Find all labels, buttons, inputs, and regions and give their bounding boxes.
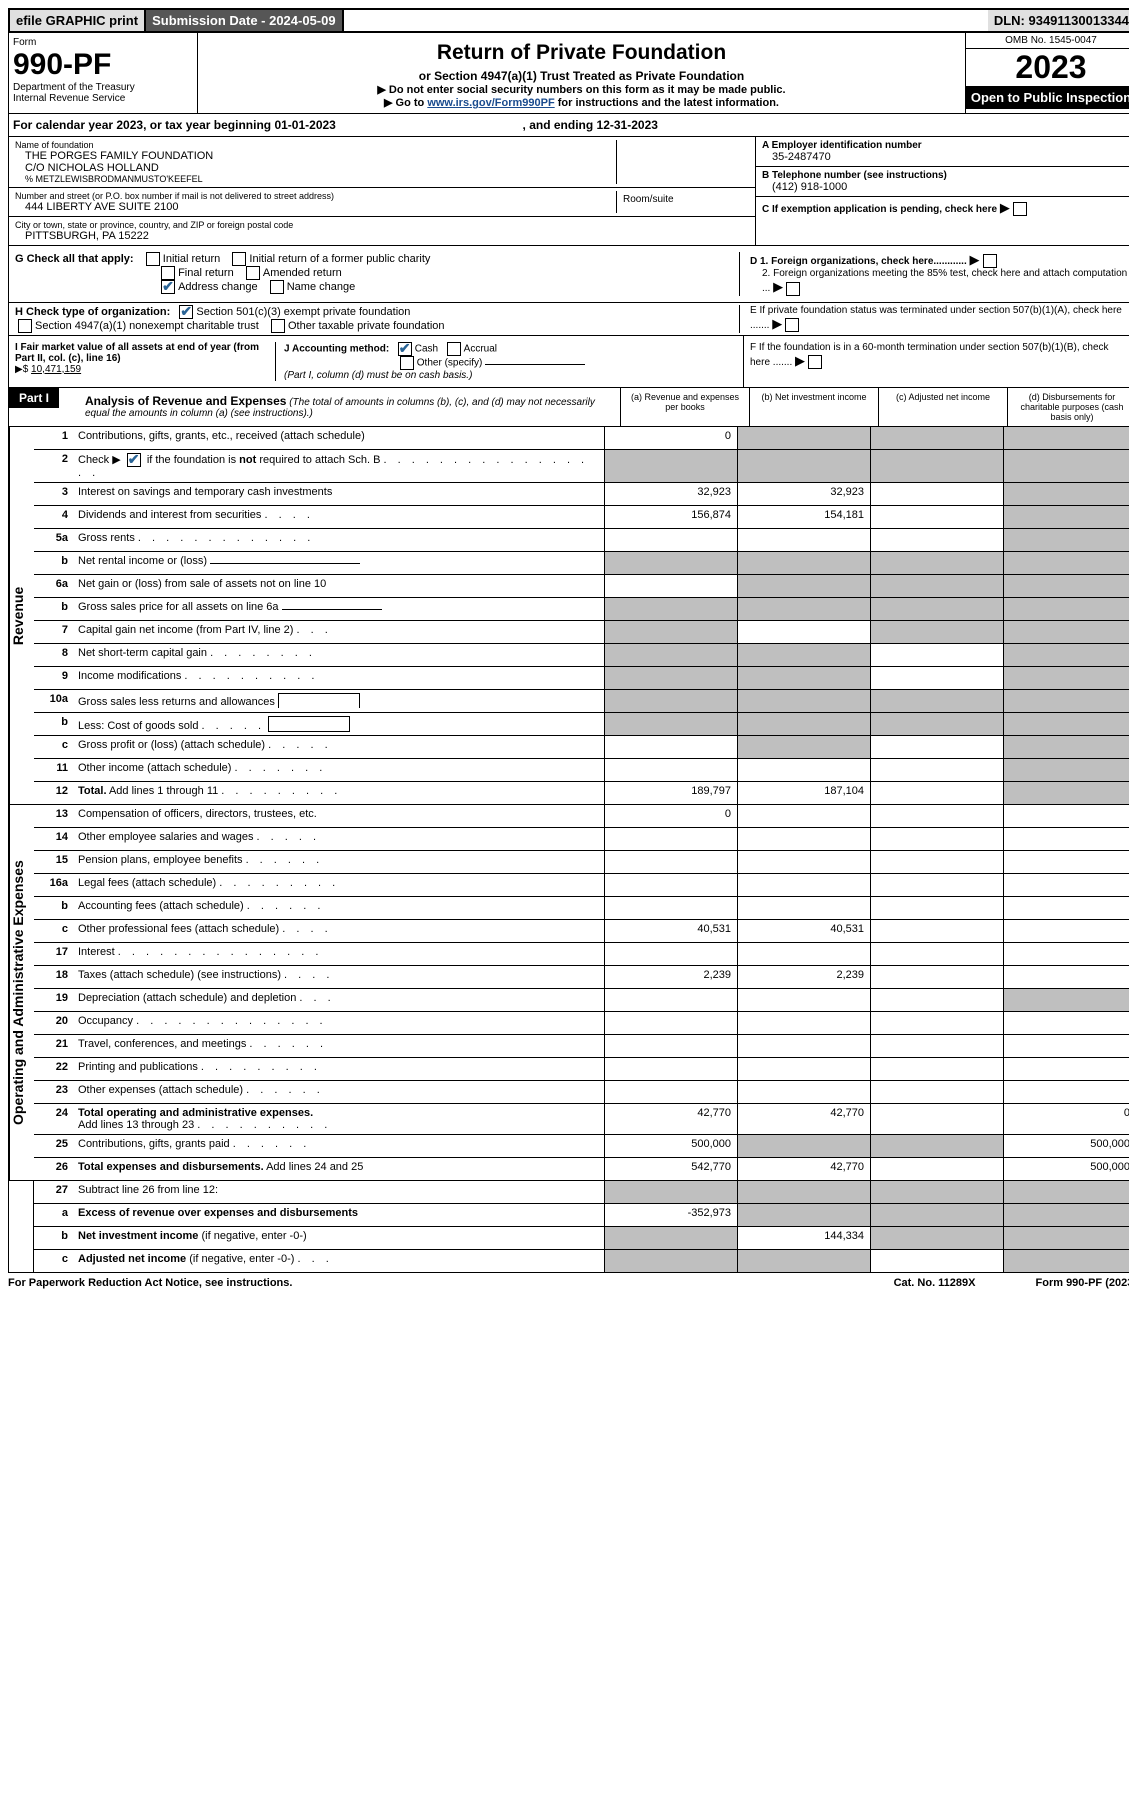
chk-e[interactable] — [785, 318, 799, 332]
g-label: G Check all that apply: — [15, 253, 134, 265]
efile-label[interactable]: efile GRAPHIC print — [10, 10, 146, 31]
chk-amended[interactable] — [246, 266, 260, 280]
e-label: E If private foundation status was termi… — [750, 305, 1122, 331]
chk-accrual[interactable] — [447, 342, 461, 356]
instr-goto: ▶ Go to www.irs.gov/Form990PF for instru… — [202, 96, 961, 109]
irs-link[interactable]: www.irs.gov/Form990PF — [427, 97, 554, 109]
top-bar: efile GRAPHIC print Submission Date - 20… — [8, 8, 1129, 33]
form-number: 990-PF — [13, 48, 193, 82]
submission-date: Submission Date - 2024-05-09 — [146, 10, 344, 31]
form-ref: Form 990-PF (2023) — [1036, 1277, 1129, 1289]
form-header: Form 990-PF Department of the Treasury I… — [8, 33, 1129, 114]
chk-d2[interactable] — [786, 282, 800, 296]
j-label: J Accounting method: — [284, 343, 389, 354]
chk-f[interactable] — [808, 355, 822, 369]
form-label: Form — [13, 37, 193, 48]
chk-other-taxable[interactable] — [271, 319, 285, 333]
city-label: City or town, state or province, country… — [15, 220, 749, 230]
opexp-section: Operating and Administrative Expenses 13… — [8, 805, 1129, 1181]
cat-no: Cat. No. 11289X — [894, 1277, 976, 1289]
chk-d1[interactable] — [983, 254, 997, 268]
col-a: (a) Revenue and expenses per books — [620, 388, 749, 426]
check-h-row: H Check type of organization: Section 50… — [8, 303, 1129, 336]
chk-501c3[interactable] — [179, 305, 193, 319]
d2-label: 2. Foreign organizations meeting the 85%… — [762, 268, 1127, 294]
page-footer: For Paperwork Reduction Act Notice, see … — [8, 1273, 1129, 1293]
pra-notice: For Paperwork Reduction Act Notice, see … — [8, 1277, 292, 1289]
addr-label: Number and street (or P.O. box number if… — [15, 191, 616, 201]
dept-treasury: Department of the Treasury — [13, 82, 193, 93]
ein-label: A Employer identification number — [762, 140, 922, 151]
j-note: (Part I, column (d) must be on cash basi… — [284, 370, 472, 381]
part1-header: Part I Analysis of Revenue and Expenses … — [8, 388, 1129, 427]
ijf-row: I Fair market value of all assets at end… — [8, 336, 1129, 388]
entity-info: Name of foundation THE PORGES FAMILY FOU… — [8, 137, 1129, 246]
fmv-value: 10,471,159 — [31, 364, 81, 375]
d1-label: D 1. Foreign organizations, check here..… — [750, 256, 967, 267]
chk-name-change[interactable] — [270, 280, 284, 294]
pct-line: % METZLEWISBRODMANMUSTO'KEEFEL — [15, 174, 616, 184]
chk-cash[interactable] — [398, 342, 412, 356]
line27-section: 27Subtract line 26 from line 12: aExcess… — [8, 1181, 1129, 1273]
street-address: 444 LIBERTY AVE SUITE 2100 — [15, 201, 616, 213]
city-state-zip: PITTSBURGH, PA 15222 — [15, 230, 749, 242]
col-d: (d) Disbursements for charitable purpose… — [1007, 388, 1129, 426]
form-title: Return of Private Foundation — [202, 41, 961, 65]
tax-year: 2023 — [966, 49, 1129, 86]
revenue-section: Revenue 1Contributions, gifts, grants, e… — [8, 427, 1129, 805]
chk-4947[interactable] — [18, 319, 32, 333]
foundation-name: THE PORGES FAMILY FOUNDATION — [15, 150, 616, 162]
open-public: Open to Public Inspection — [966, 86, 1129, 109]
chk-schb[interactable] — [127, 453, 141, 467]
omb-number: OMB No. 1545-0047 — [966, 33, 1129, 49]
chk-other-method[interactable] — [400, 356, 414, 370]
i-label: I Fair market value of all assets at end… — [15, 342, 259, 364]
instr-ssn: ▶ Do not enter social security numbers o… — [202, 83, 961, 96]
form-subtitle: or Section 4947(a)(1) Trust Treated as P… — [202, 69, 961, 83]
chk-initial[interactable] — [146, 252, 160, 266]
exemption-checkbox[interactable] — [1013, 202, 1027, 216]
calendar-year-row: For calendar year 2023, or tax year begi… — [8, 114, 1129, 137]
room-label: Room/suite — [617, 191, 749, 213]
year-begin: 01-01-2023 — [274, 118, 335, 132]
check-g-row: G Check all that apply: Initial return I… — [8, 246, 1129, 303]
care-of: C/O NICHOLAS HOLLAND — [15, 162, 616, 174]
revenue-label: Revenue — [9, 427, 34, 804]
chk-address-change[interactable] — [161, 280, 175, 294]
irs-label: Internal Revenue Service — [13, 93, 193, 104]
phone-label: B Telephone number (see instructions) — [762, 170, 947, 181]
h-label: H Check type of organization: — [15, 306, 170, 318]
col-b: (b) Net investment income — [749, 388, 878, 426]
ein-value: 35-2487470 — [762, 151, 1129, 163]
dln: DLN: 93491130013344 — [988, 10, 1129, 31]
col-c: (c) Adjusted net income — [878, 388, 1007, 426]
part1-label: Part I — [9, 388, 59, 408]
opexp-label: Operating and Administrative Expenses — [9, 805, 34, 1180]
chk-initial-public[interactable] — [232, 252, 246, 266]
name-label: Name of foundation — [15, 140, 616, 150]
year-end: 12-31-2023 — [597, 118, 658, 132]
part1-title: Analysis of Revenue and Expenses — [85, 394, 286, 408]
phone-value: (412) 918-1000 — [762, 181, 1129, 193]
exemption-label: C If exemption application is pending, c… — [762, 204, 997, 215]
